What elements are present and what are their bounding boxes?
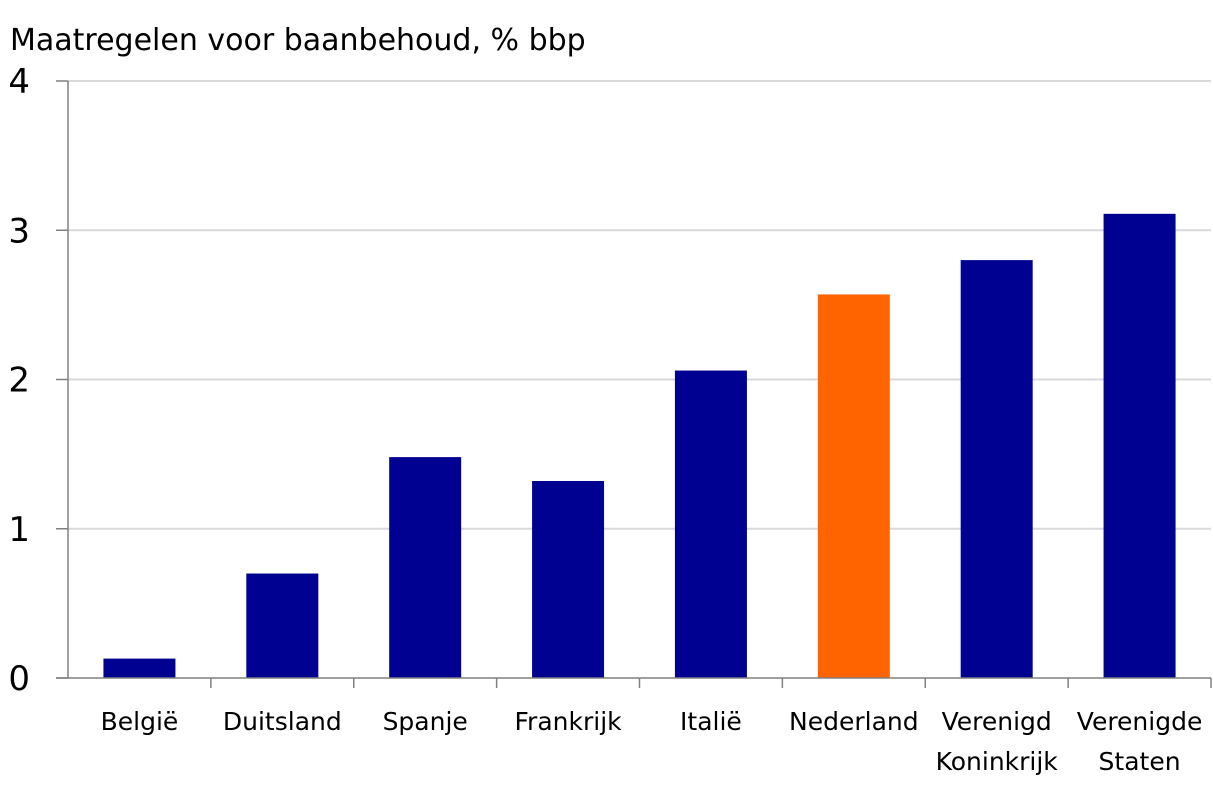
y-tick-label: 2 bbox=[8, 361, 30, 401]
x-tick-label: Spanje bbox=[383, 707, 468, 736]
x-tick-labels: België Duitsland Spanje Frankrijk Italië Nede… bbox=[101, 707, 1203, 776]
x-tick-label: Verenigde Staten bbox=[1077, 707, 1203, 776]
y-tick-label: 0 bbox=[8, 659, 30, 699]
gridlines bbox=[68, 80, 1211, 530]
bar bbox=[960, 260, 1033, 678]
axes bbox=[56, 80, 1212, 688]
y-tick-label: 3 bbox=[8, 211, 30, 251]
x-tick-label: Frankrijk bbox=[514, 707, 622, 736]
x-tick-label: Italië bbox=[680, 707, 742, 736]
bar bbox=[532, 480, 605, 678]
x-tick-label: Nederland bbox=[789, 707, 919, 736]
bar bbox=[817, 294, 890, 678]
y-tick-label: 4 bbox=[8, 62, 30, 102]
y-tick-labels: 0 1 2 3 4 bbox=[8, 62, 30, 699]
x-tick-label: Verenigd Koninkrijk bbox=[936, 707, 1059, 776]
bars bbox=[103, 213, 1176, 678]
bar bbox=[389, 457, 462, 678]
x-tick-label: België bbox=[101, 707, 179, 736]
chart-title: Maatregelen voor baanbehoud, % bbp bbox=[10, 23, 586, 58]
bar bbox=[674, 370, 747, 678]
x-tick-label: Duitsland bbox=[223, 707, 342, 736]
y-tick-label: 1 bbox=[8, 510, 30, 550]
bar bbox=[1103, 213, 1176, 678]
bar bbox=[103, 658, 176, 678]
bar bbox=[246, 573, 319, 678]
